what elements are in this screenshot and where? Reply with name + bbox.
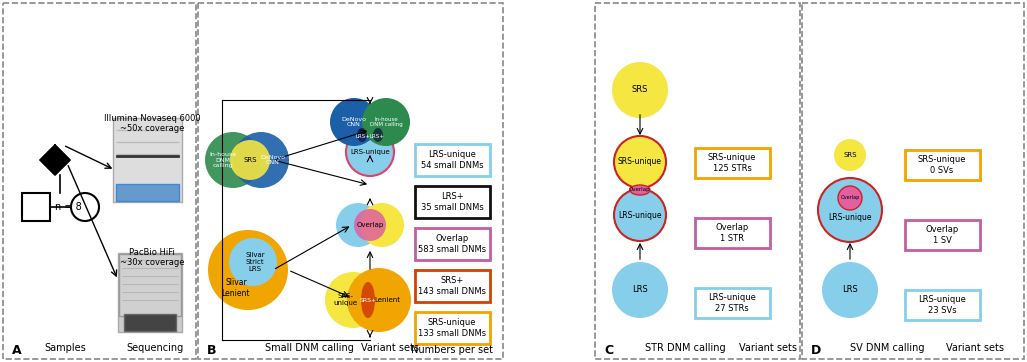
Text: Numbers per set: Numbers per set	[411, 345, 493, 355]
Text: SRS+
143 small DNMs: SRS+ 143 small DNMs	[418, 276, 486, 296]
Text: SRS-unique
133 small DNMs: SRS-unique 133 small DNMs	[418, 318, 486, 338]
Text: DeNovo
CNN: DeNovo CNN	[342, 117, 367, 127]
Text: LRS-unique: LRS-unique	[828, 214, 872, 223]
Text: DeNovo
CNN: DeNovo CNN	[261, 155, 286, 165]
Text: LRS-unique
23 SVs: LRS-unique 23 SVs	[918, 295, 966, 315]
Text: LRS+
35 small DNMs: LRS+ 35 small DNMs	[421, 192, 484, 212]
Circle shape	[354, 209, 386, 241]
Text: Overlap
583 small DNMs: Overlap 583 small DNMs	[418, 234, 486, 254]
Text: Small DNM calling: Small DNM calling	[265, 343, 354, 353]
Circle shape	[614, 136, 665, 188]
FancyBboxPatch shape	[695, 218, 770, 248]
Text: LRS-unique: LRS-unique	[350, 149, 390, 155]
FancyBboxPatch shape	[415, 228, 490, 260]
Text: SRS: SRS	[243, 157, 257, 163]
Circle shape	[336, 203, 380, 247]
FancyBboxPatch shape	[22, 193, 50, 221]
Circle shape	[834, 139, 866, 171]
Text: Sequencing: Sequencing	[126, 343, 184, 353]
Text: Overlap: Overlap	[840, 195, 860, 201]
Text: A: A	[12, 344, 22, 357]
Text: Samples: Samples	[44, 343, 86, 353]
Circle shape	[347, 268, 411, 332]
Text: LRS-unique
27 STRs: LRS-unique 27 STRs	[708, 293, 756, 313]
Text: LRS-unique
54 small DNMs: LRS-unique 54 small DNMs	[421, 150, 484, 170]
Circle shape	[614, 189, 665, 241]
Text: Variant sets: Variant sets	[739, 343, 797, 353]
Text: Overlap: Overlap	[630, 188, 651, 193]
Ellipse shape	[630, 185, 650, 195]
FancyBboxPatch shape	[119, 254, 181, 316]
FancyBboxPatch shape	[124, 314, 176, 331]
FancyBboxPatch shape	[113, 118, 182, 202]
Text: SRS: SRS	[843, 152, 857, 158]
Text: STR DNM calling: STR DNM calling	[645, 343, 726, 353]
Polygon shape	[40, 145, 70, 175]
Circle shape	[822, 262, 878, 318]
Text: Illumina Novaseq 6000
~50x coverage: Illumina Novaseq 6000 ~50x coverage	[104, 114, 200, 134]
Circle shape	[612, 62, 668, 118]
Text: SRS-unique
125 STRs: SRS-unique 125 STRs	[708, 153, 756, 173]
Text: SRS: SRS	[632, 85, 648, 94]
FancyBboxPatch shape	[415, 270, 490, 302]
Text: D: D	[811, 344, 822, 357]
Circle shape	[208, 230, 288, 310]
Text: Overlap: Overlap	[356, 222, 384, 228]
Text: B: B	[207, 344, 217, 357]
Text: SRS-
unique: SRS- unique	[333, 294, 357, 307]
Text: In-house
DNM calling: In-house DNM calling	[370, 117, 403, 127]
Circle shape	[230, 140, 270, 180]
Ellipse shape	[357, 128, 367, 142]
Text: LRS+: LRS+	[355, 134, 371, 139]
Text: Variant sets: Variant sets	[946, 343, 1004, 353]
Text: Variant sets: Variant sets	[362, 343, 419, 353]
Ellipse shape	[373, 128, 383, 142]
Text: Slivar
Strict
LRS: Slivar Strict LRS	[245, 252, 265, 272]
FancyBboxPatch shape	[415, 312, 490, 344]
FancyBboxPatch shape	[118, 253, 182, 332]
Circle shape	[362, 98, 410, 146]
FancyBboxPatch shape	[415, 186, 490, 218]
FancyBboxPatch shape	[905, 220, 980, 250]
Text: LRS: LRS	[842, 286, 858, 295]
Circle shape	[205, 132, 261, 188]
Circle shape	[838, 186, 862, 210]
Text: Lenient: Lenient	[374, 297, 400, 303]
Circle shape	[817, 178, 882, 242]
Text: LRS-unique: LRS-unique	[618, 210, 661, 219]
FancyBboxPatch shape	[415, 144, 490, 176]
Text: SRS-unique: SRS-unique	[618, 157, 662, 167]
Text: SRS-unique
0 SVs: SRS-unique 0 SVs	[918, 155, 966, 175]
Circle shape	[325, 272, 381, 328]
Text: LRS: LRS	[633, 286, 648, 295]
Circle shape	[229, 238, 277, 286]
Circle shape	[233, 132, 289, 188]
Circle shape	[360, 203, 404, 247]
Circle shape	[71, 193, 99, 221]
Text: Overlap
1 SV: Overlap 1 SV	[925, 225, 958, 245]
FancyBboxPatch shape	[695, 288, 770, 318]
Text: SV DNM calling: SV DNM calling	[850, 343, 924, 353]
Circle shape	[612, 262, 668, 318]
Text: In-house
DNM
calling: In-house DNM calling	[210, 152, 236, 168]
Text: PacBio HiFi
~30x coverage: PacBio HiFi ~30x coverage	[120, 248, 184, 268]
Circle shape	[346, 128, 394, 176]
Text: n = 8: n = 8	[55, 202, 82, 212]
Text: Overlap
1 STR: Overlap 1 STR	[716, 223, 749, 243]
FancyBboxPatch shape	[905, 290, 980, 320]
Text: Slivar
Lenient: Slivar Lenient	[222, 278, 251, 298]
Circle shape	[330, 98, 378, 146]
FancyBboxPatch shape	[695, 148, 770, 178]
Text: SRS+: SRS+	[359, 298, 377, 303]
FancyBboxPatch shape	[116, 184, 179, 201]
FancyBboxPatch shape	[905, 150, 980, 180]
Text: C: C	[604, 344, 613, 357]
Ellipse shape	[362, 282, 375, 318]
Text: LRS+: LRS+	[370, 134, 384, 139]
